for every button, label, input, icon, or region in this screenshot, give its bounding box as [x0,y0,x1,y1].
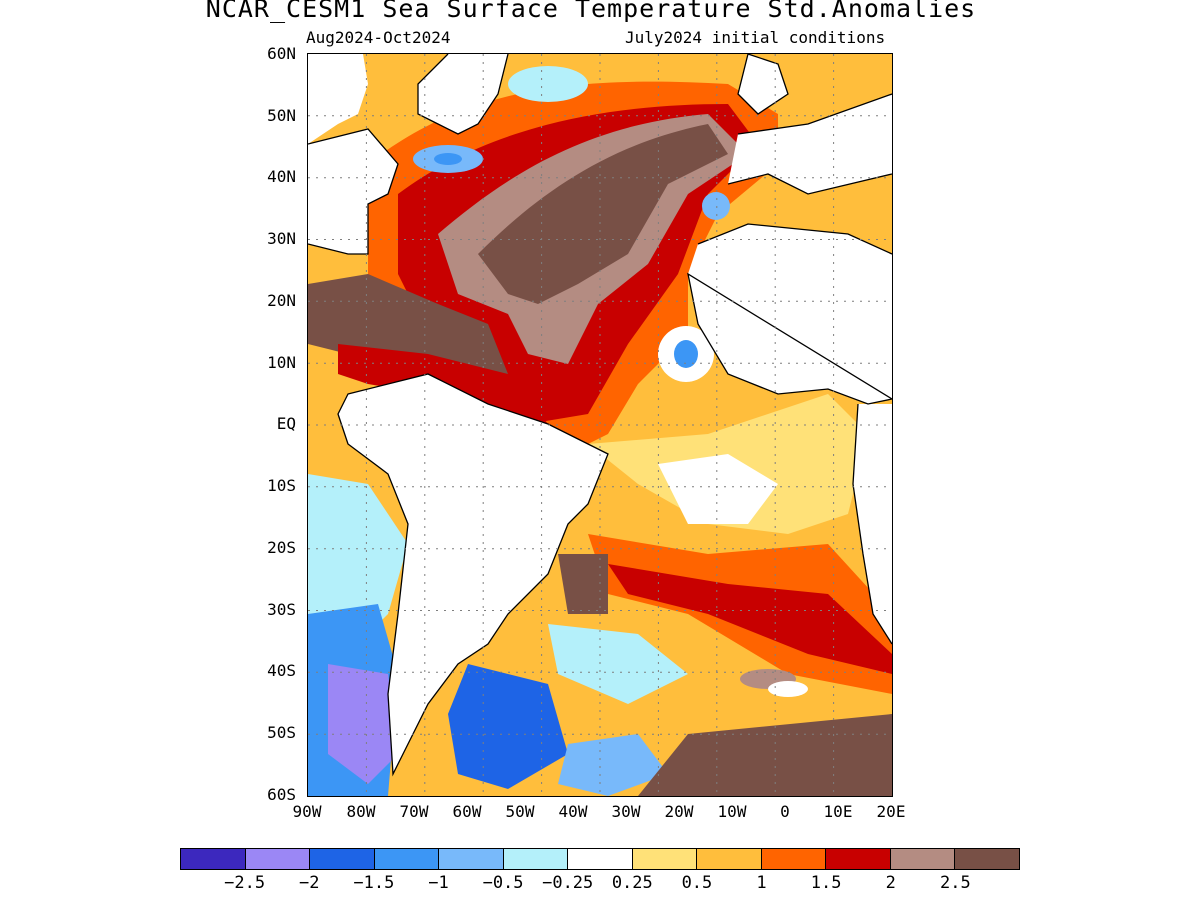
colorbar-swatch [761,849,827,869]
lon-label-40w: 40W [558,802,588,821]
colorbar-tick-label: −2 [298,873,320,893]
colorbar-tick-label: −1.5 [353,873,395,893]
colorbar-swatch [503,849,569,869]
lat-label-40n: 40N [267,167,296,186]
colorbar-tick-label: −0.5 [482,873,524,893]
colorbar-tick-label: 0.5 [681,873,713,893]
map-gridlines [308,54,892,796]
anomaly-spot-canary-core [674,340,698,368]
coastline-canada [417,54,509,135]
anomaly-region-brazil-current [558,554,608,614]
landmass-south-america [338,374,608,774]
colorbar-tick-label: −2.5 [224,873,266,893]
lon-label-10e: 10E [823,802,853,821]
anomaly-region-south-hot [608,564,892,674]
landmass-africa-south [853,404,892,644]
colorbar-swatch [955,849,1019,869]
lon-label-20e: 20E [876,802,906,821]
landmass-north-america-east [308,129,398,254]
lon-label-90w: 90W [292,802,322,821]
map-title: NCAR_CESM1 Sea Surface Temperature Std.A… [205,0,977,23]
lat-label-40s: 40S [267,661,296,680]
colorbar-swatch [181,849,246,869]
colorbar-tick-label: 2 [885,873,896,893]
lon-label-10w: 10W [717,802,747,821]
colorbar-tick-label: 1.5 [810,873,842,893]
lat-label-30s: 30S [267,600,296,619]
lon-label-80w: 80W [346,802,376,821]
lon-label-70w: 70W [399,802,429,821]
colorbar-swatch [632,849,698,869]
landmass-europe [728,94,892,194]
coastline-north-america [308,128,399,255]
colorbar-swatch [310,849,375,869]
landmass-north-america [308,54,368,144]
anomaly-spot-iberia [702,192,730,220]
lat-label-10s: 10S [267,476,296,495]
lon-label-0: 0 [780,802,790,821]
colorbar-swatch [568,849,633,869]
anomaly-spot-labrador [508,66,588,102]
colorbar-swatch [890,849,956,869]
coastline-british-isles [737,54,789,115]
initial-conditions-label: July2024 initial conditions [625,28,886,47]
coastline-south-america [337,373,609,777]
colorbar-tick-label: 0.25 [611,873,653,893]
anomaly-region-southern-ocean-cool [558,734,668,796]
lat-label-50n: 50N [267,106,296,125]
colorbar-swatch [439,849,504,869]
anomaly-region-southeast-pacific [308,474,408,654]
map-canvas [308,54,892,796]
lat-label-10n: 10N [267,353,296,372]
colorbar-swatch [245,849,311,869]
anomaly-region-falklands-cool [448,664,568,789]
landmass-africa-north [688,224,892,404]
coastline-africa-south [852,403,892,645]
coastline-africa [687,223,892,405]
lat-label-30n: 30N [267,229,296,248]
lat-label-60n: 60N [267,44,296,63]
anomaly-region-south-atlantic-cool [548,624,688,704]
anomaly-spot-gulf-of-maine-core [434,153,462,165]
landmass-british-isles [738,54,788,114]
colorbar-swatch [826,849,891,869]
coastline-europe [727,93,892,195]
forecast-period: Aug2024-Oct2024 [306,28,451,47]
lon-label-50w: 50W [505,802,535,821]
colorbar-swatch [374,849,440,869]
colorbar-tick-label: −1 [428,873,449,893]
anomaly-region-south-pacific-cold [328,664,398,784]
lon-label-60w: 60W [452,802,482,821]
lat-label-eq: EQ [276,414,296,433]
lat-label-20n: 20N [267,291,296,310]
lon-label-30w: 30W [611,802,641,821]
anomaly-map [307,53,893,797]
colorbar [180,848,1020,870]
anomaly-region-equatorial-neutral [658,454,778,524]
colorbar-swatch [697,849,762,869]
colorbar-tick-label: 2.5 [940,873,971,893]
lon-label-20w: 20W [664,802,694,821]
anomaly-spot-cape-neutral [768,681,808,697]
colorbar-tick-label: 1 [756,873,767,893]
landmass-canada-maritimes [418,54,508,134]
anomaly-region-north-max [478,124,728,304]
lat-label-60s: 60S [267,785,296,804]
lat-label-20s: 20S [267,538,296,557]
lat-label-50s: 50S [267,723,296,742]
colorbar-tick-label: −0.25 [542,873,594,893]
